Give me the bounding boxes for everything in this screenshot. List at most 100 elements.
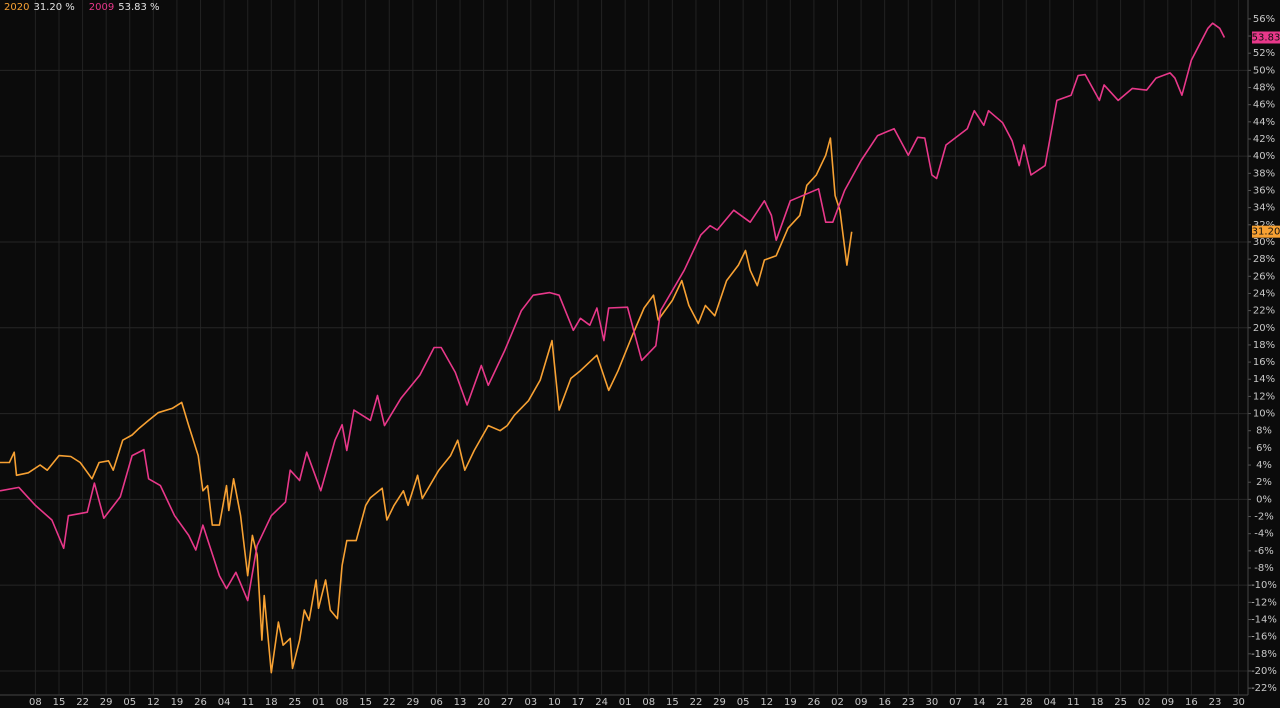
y-tick-label: -8% <box>1254 563 1273 574</box>
x-tick-label: 15 <box>359 697 372 708</box>
y-tick-label: 30% <box>1253 237 1275 248</box>
y-tick-label: 56% <box>1253 14 1275 25</box>
y-tick-label: -14% <box>1251 614 1277 625</box>
y-tick-label: 4% <box>1256 460 1272 471</box>
x-tick-label: 24 <box>595 697 608 708</box>
x-tick-label: 13 <box>454 697 467 708</box>
x-tick-label: 26 <box>808 697 821 708</box>
y-tick-label: -16% <box>1251 632 1277 643</box>
x-tick-label: 29 <box>406 697 419 708</box>
x-tick-label: 04 <box>218 697 231 708</box>
x-tick-label: 02 <box>831 697 844 708</box>
last-value-badge <box>1252 225 1280 238</box>
y-tick-label: 46% <box>1253 100 1275 111</box>
y-tick-label: -12% <box>1251 597 1277 608</box>
x-tick-label: 23 <box>902 697 915 708</box>
legend: 2020 31.20 % 2009 53.83 % <box>4 2 160 13</box>
y-tick-label: 36% <box>1253 185 1275 196</box>
y-tick-label: 38% <box>1253 168 1275 179</box>
x-tick-label: 17 <box>572 697 585 708</box>
x-tick-label: 08 <box>642 697 655 708</box>
y-tick-label: 0% <box>1256 494 1272 505</box>
x-tick-label: 02 <box>1138 697 1151 708</box>
y-tick-label: 6% <box>1256 443 1272 454</box>
x-tick-label: 22 <box>76 697 89 708</box>
legend-name: 2020 <box>4 2 29 13</box>
x-tick-label: 29 <box>713 697 726 708</box>
y-tick-label: -18% <box>1251 649 1277 660</box>
y-tick-label: -2% <box>1254 512 1273 523</box>
x-tick-label: 18 <box>265 697 278 708</box>
y-tick-label: 48% <box>1253 83 1275 94</box>
x-tick-label: 20 <box>477 697 490 708</box>
x-tick-label: 19 <box>784 697 797 708</box>
x-tick-label: 23 <box>1209 697 1222 708</box>
x-tick-label: 06 <box>430 697 443 708</box>
y-tick-label: -4% <box>1254 529 1273 540</box>
last-value-label: 31.20 <box>1252 227 1280 238</box>
y-tick-label: 52% <box>1253 48 1275 59</box>
x-tick-label: 30 <box>926 697 939 708</box>
last-value-label: 53.83 <box>1252 32 1280 43</box>
last-value-badge <box>1252 31 1280 44</box>
x-tick-label: 03 <box>524 697 537 708</box>
y-tick-label: 26% <box>1253 271 1275 282</box>
x-tick-label: 30 <box>1232 697 1245 708</box>
x-tick-label: 21 <box>996 697 1009 708</box>
x-tick-label: 12 <box>760 697 773 708</box>
x-tick-label: 28 <box>1020 697 1033 708</box>
y-tick-label: 44% <box>1253 117 1275 128</box>
x-tick-label: 11 <box>241 697 254 708</box>
x-tick-label: 09 <box>1161 697 1174 708</box>
y-tick-label: 28% <box>1253 254 1275 265</box>
y-tick-label: 14% <box>1253 374 1275 385</box>
y-tick-label: 18% <box>1253 340 1275 351</box>
lines <box>0 22 1226 674</box>
y-tick-label: 32% <box>1253 220 1275 231</box>
x-tick-label: 05 <box>737 697 750 708</box>
x-tick-label: 09 <box>855 697 868 708</box>
grid <box>0 0 1248 695</box>
legend-name: 2009 <box>89 2 114 13</box>
x-tick-label: 16 <box>1185 697 1198 708</box>
y-tick-label: 12% <box>1253 391 1275 402</box>
x-tick-label: 12 <box>147 697 160 708</box>
x-tick-label: 14 <box>973 697 986 708</box>
x-tick-label: 01 <box>619 697 632 708</box>
y-tick-label: 42% <box>1253 134 1275 145</box>
legend-value: 53.83 % <box>118 2 159 13</box>
x-tick-label: 10 <box>548 697 561 708</box>
x-tick-label: 19 <box>171 697 184 708</box>
x-tick-label: 05 <box>123 697 136 708</box>
y-tick-label: -22% <box>1251 683 1277 694</box>
y-tick-label: 10% <box>1253 409 1275 420</box>
x-tick-label: 11 <box>1067 697 1080 708</box>
y-tick-label: 24% <box>1253 288 1275 299</box>
x-tick-label: 16 <box>878 697 891 708</box>
x-tick-label: 26 <box>194 697 207 708</box>
x-tick-label: 08 <box>29 697 42 708</box>
x-tick-label: 25 <box>1114 697 1127 708</box>
y-tick-label: -6% <box>1254 546 1273 557</box>
y-tick-label: 2% <box>1256 477 1272 488</box>
x-tick-label: 29 <box>100 697 113 708</box>
x-tick-label: 22 <box>383 697 396 708</box>
series-line <box>0 137 853 674</box>
x-tick-label: 07 <box>949 697 962 708</box>
y-tick-label: 34% <box>1253 203 1275 214</box>
x-tick-label: 22 <box>690 697 703 708</box>
x-tick-label: 08 <box>336 697 349 708</box>
y-tick-label: 50% <box>1253 65 1275 76</box>
y-tick-label: 40% <box>1253 151 1275 162</box>
x-tick-label: 25 <box>289 697 302 708</box>
y-tick-label: -20% <box>1251 666 1277 677</box>
x-tick-label: 01 <box>312 697 325 708</box>
x-tick-label: 18 <box>1091 697 1104 708</box>
x-tick-label: 15 <box>53 697 66 708</box>
y-tick-label: -10% <box>1251 580 1277 591</box>
y-tick-label: 20% <box>1253 323 1275 334</box>
y-tick-label: 8% <box>1256 426 1272 437</box>
x-tick-label: 04 <box>1043 697 1056 708</box>
